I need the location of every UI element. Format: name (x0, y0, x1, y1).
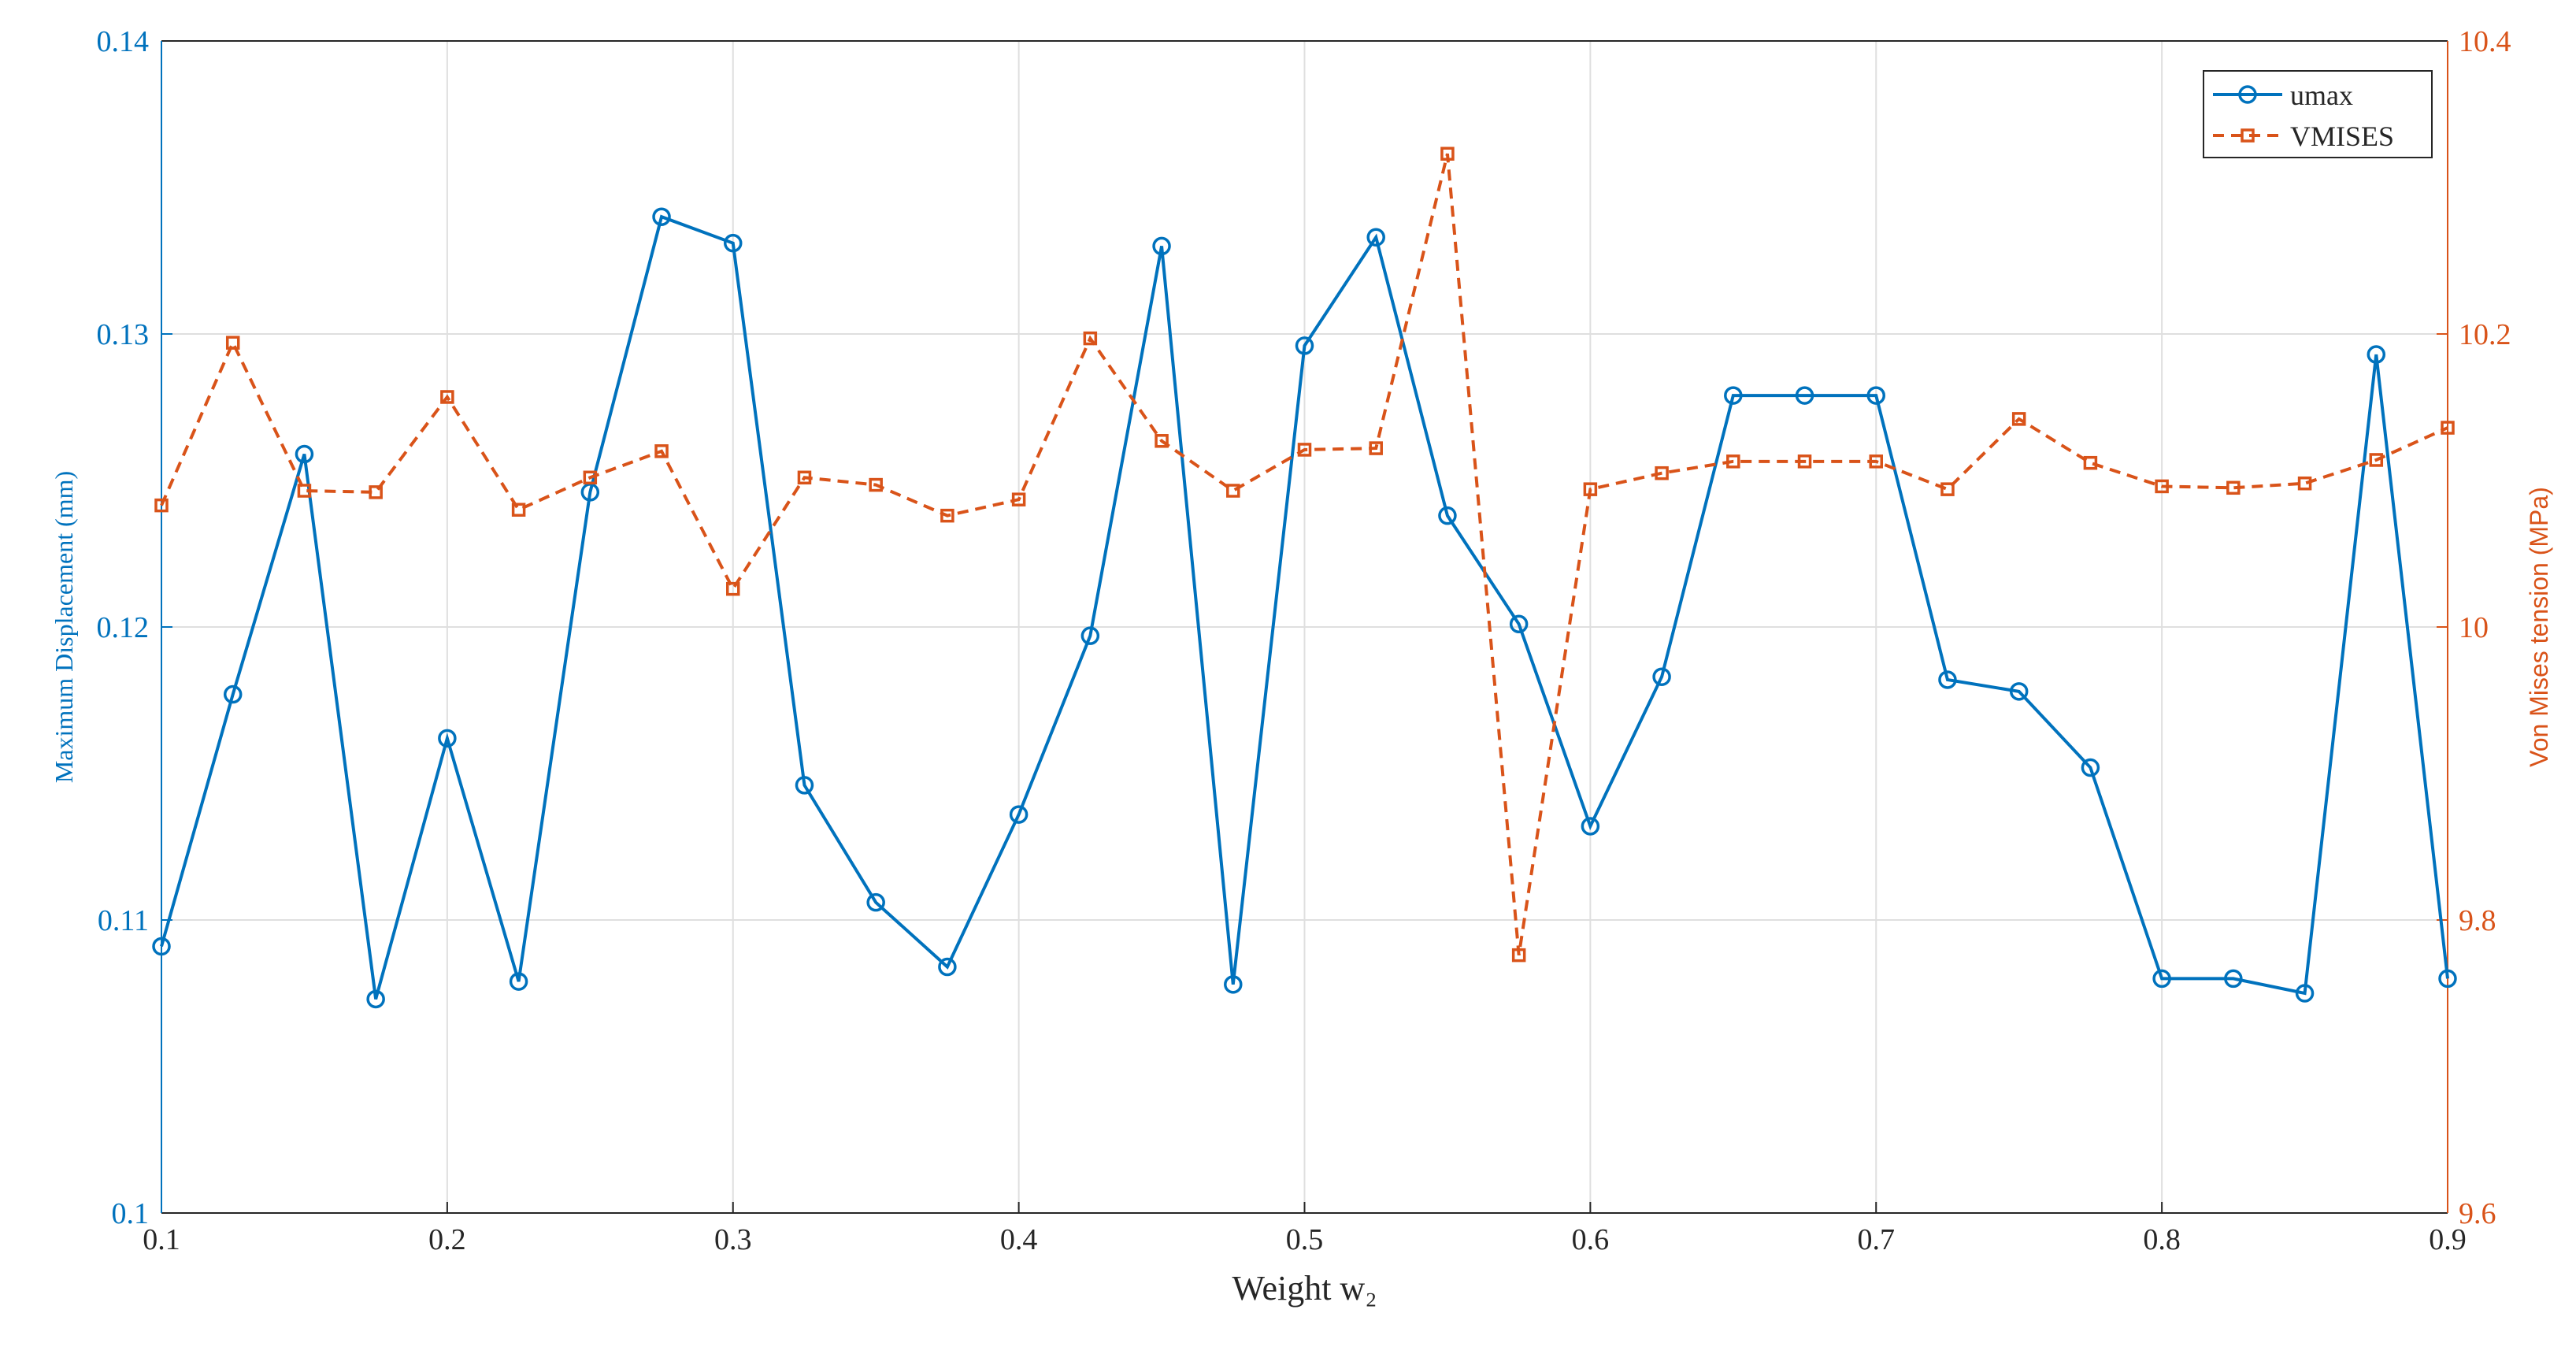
y2-tick-label: 10.4 (2459, 25, 2511, 58)
data-point (1866, 386, 1885, 405)
data-point (1511, 948, 1526, 963)
data-point (866, 892, 885, 912)
x-tick-label: 0.5 (1286, 1223, 1324, 1256)
series-line (160, 153, 2448, 955)
data-point (1869, 454, 1883, 469)
legend: umax VMISES (2203, 70, 2433, 158)
data-point (726, 581, 740, 596)
data-point (2011, 412, 2026, 426)
x-axis-label: Weight w₂ (1232, 1269, 1377, 1308)
x-tick-label: 0.4 (1000, 1223, 1038, 1256)
data-point (654, 444, 669, 458)
data-point (297, 484, 312, 498)
data-point (1726, 454, 1740, 469)
data-point (2226, 480, 2241, 495)
data-point (2297, 476, 2312, 491)
data-point (223, 684, 243, 704)
data-point (583, 470, 598, 485)
x-tick-label: 0.6 (1572, 1223, 1610, 1256)
y-tick-label: 0.14 (97, 25, 150, 58)
data-point (2441, 421, 2455, 435)
data-point (2369, 453, 2384, 467)
data-point (1438, 506, 1457, 525)
data-point (1652, 667, 1671, 686)
data-point (2367, 345, 2386, 364)
data-point (1011, 492, 1026, 506)
data-point (295, 444, 314, 464)
data-point (1938, 670, 1957, 689)
x-tick-label: 0.3 (714, 1223, 752, 1256)
legend-marker (2238, 85, 2257, 104)
y2-axis-label: Von Mises tension (MPa) (2525, 487, 2553, 767)
y-tick-label: 0.1 (112, 1197, 150, 1230)
data-point (869, 477, 883, 492)
data-point (2081, 758, 2100, 777)
x-tick-label: 0.1 (143, 1223, 180, 1256)
data-point (1297, 443, 1312, 457)
legend-label: umax (2290, 80, 2353, 111)
y2-tick-label: 10 (2459, 611, 2489, 644)
data-point (511, 503, 526, 517)
data-point (1797, 454, 1812, 469)
x-tick-label: 0.7 (1858, 1223, 1896, 1256)
series-line (160, 214, 2449, 1000)
data-point (1226, 484, 1240, 498)
data-point (154, 498, 169, 513)
y2-tick-label: 10.2 (2459, 318, 2511, 351)
data-point (940, 508, 954, 523)
y-tick-label: 0.12 (97, 611, 150, 644)
data-point (724, 233, 743, 253)
x-tick-label: 0.9 (2429, 1223, 2467, 1256)
data-point (938, 957, 957, 977)
data-point (152, 937, 171, 956)
data-point (2083, 455, 2098, 470)
data-point (795, 776, 814, 795)
x-tick-label: 0.8 (2143, 1223, 2181, 1256)
data-point (509, 972, 528, 991)
y-axis-label: Maximum Displacement (mm) (50, 471, 78, 783)
data-point (1655, 466, 1669, 480)
legend-label: VMISES (2290, 121, 2394, 152)
data-point (1224, 975, 1243, 994)
data-point (1795, 386, 1814, 405)
data-point (1366, 228, 1385, 247)
y2-tick-label: 9.6 (2459, 1197, 2496, 1230)
data-point (2224, 969, 2243, 989)
y-tick-label: 0.13 (97, 318, 150, 351)
data-point (1080, 626, 1100, 645)
data-point (369, 485, 383, 499)
x-tick-label: 0.2 (428, 1223, 466, 1256)
data-point (440, 390, 454, 404)
data-point (225, 336, 240, 350)
data-point (2155, 479, 2169, 494)
data-point (1940, 482, 1955, 496)
legend-box (2203, 70, 2433, 158)
data-point (1583, 482, 1598, 496)
data-point (438, 729, 457, 748)
y-tick-label: 0.11 (98, 904, 149, 937)
data-point (652, 207, 671, 226)
data-point (2438, 969, 2457, 989)
data-point (1581, 817, 1600, 836)
data-point (1295, 336, 1314, 355)
data-point (1152, 236, 1171, 256)
y2-tick-label: 9.8 (2459, 904, 2496, 937)
data-point (1083, 331, 1098, 346)
data-point (2152, 969, 2171, 989)
data-point (1440, 147, 1455, 161)
data-point (2009, 682, 2029, 701)
data-point (1724, 386, 1743, 405)
data-point (1369, 441, 1383, 455)
data-point (2295, 984, 2315, 1003)
data-point (1009, 805, 1029, 824)
data-point (366, 989, 385, 1009)
data-point (797, 470, 812, 485)
data-point (1509, 614, 1529, 634)
data-point (1155, 434, 1169, 448)
legend-marker (2241, 128, 2255, 143)
